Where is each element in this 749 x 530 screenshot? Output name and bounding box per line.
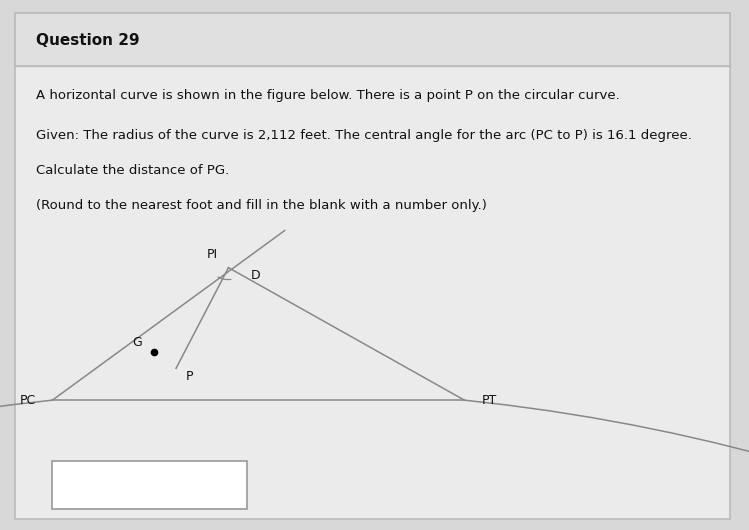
Text: PI: PI	[207, 248, 217, 261]
Bar	[52, 461, 247, 509]
Text: (Round to the nearest foot and fill in the blank with a number only.): (Round to the nearest foot and fill in t…	[36, 199, 487, 212]
Text: D: D	[251, 269, 261, 282]
Text: Calculate the distance of PG.: Calculate the distance of PG.	[36, 164, 229, 177]
Text: A horizontal curve is shown in the figure below. There is a point P on the circu: A horizontal curve is shown in the figur…	[36, 89, 619, 102]
Text: PT: PT	[482, 394, 497, 407]
Text: Question 29: Question 29	[36, 33, 139, 48]
Text: PC: PC	[19, 394, 36, 407]
Bar	[15, 13, 730, 66]
Text: Given: The radius of the curve is 2,112 feet. The central angle for the arc (PC : Given: The radius of the curve is 2,112 …	[36, 129, 692, 142]
Text: P: P	[186, 370, 193, 383]
Text: G: G	[132, 337, 142, 349]
FancyBboxPatch shape	[15, 13, 730, 519]
